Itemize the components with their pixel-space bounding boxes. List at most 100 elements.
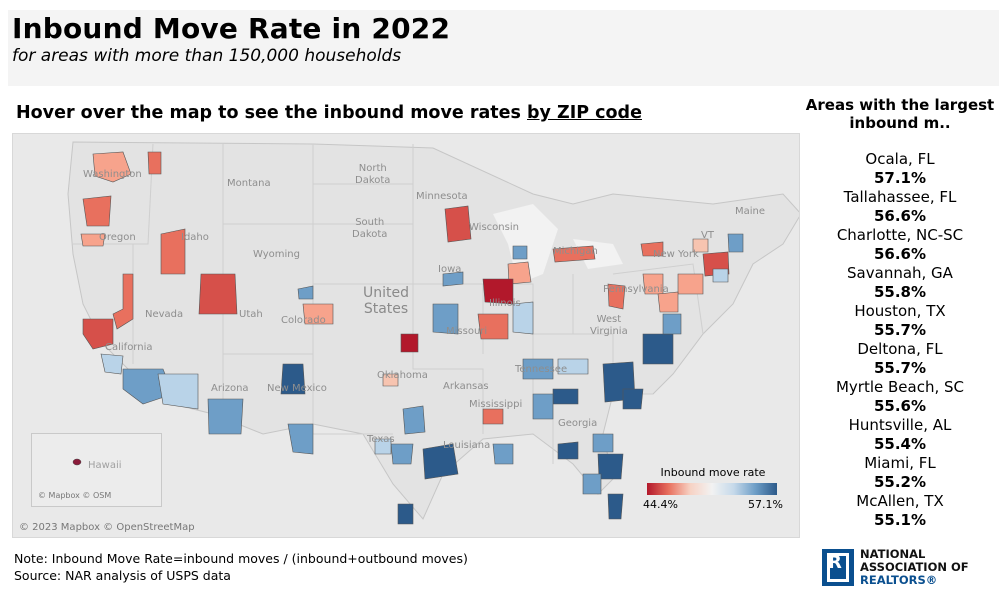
nar-logo: R NATIONAL ASSOCIATION OF REALTORS® [822, 548, 992, 588]
region-miami [607, 493, 624, 520]
region-raleigh [662, 313, 682, 335]
region-eugene [80, 233, 106, 247]
area-rate: 55.4% [873, 435, 927, 453]
region-dallas [402, 405, 426, 435]
region-birmingham [532, 393, 554, 420]
label-tennessee: Tennessee [515, 364, 568, 375]
label-texas: Texas [367, 434, 395, 445]
area-name: McAllen, TX [856, 492, 944, 510]
label-oregon: Oregon [99, 232, 136, 243]
region-jacksonville [592, 433, 614, 453]
region-st-louis [432, 303, 459, 335]
region-portland [82, 195, 112, 227]
side-panel-title: Areas with the largest inbound m.. [805, 96, 995, 132]
region-buffalo [640, 241, 664, 257]
region-indianapolis [512, 301, 534, 335]
zip-regions [80, 151, 744, 525]
label-arizona: Arizona [211, 383, 249, 394]
page-subtitle: for areas with more than 150,000 househo… [12, 46, 402, 66]
label-oklahoma: Oklahoma [377, 370, 428, 381]
region-utah [198, 273, 238, 315]
region-huntsville [552, 388, 579, 405]
region-boston [727, 233, 744, 253]
label-new-mexico: New Mexico [267, 383, 327, 394]
region-new-orleans [492, 443, 514, 465]
region-dc [657, 291, 679, 313]
label-louisiana: Louisiana [443, 440, 491, 451]
region-san-antonio [374, 438, 392, 455]
footnote: Note: Inbound Move Rate=inbound moves / … [14, 550, 468, 584]
note-text: Note: Inbound Move Rate=inbound moves / … [14, 551, 468, 566]
area-rate: 55.2% [873, 473, 927, 491]
region-orlando [597, 453, 624, 480]
list-item: Houston, TX 55.7% [805, 302, 995, 340]
inset-attribution: © Mapbox © OSM [38, 491, 112, 500]
source-text: Source: NAR analysis of USPS data [14, 568, 231, 583]
area-name: Houston, TX [854, 302, 946, 320]
region-columbus [607, 283, 626, 310]
region-mcallen [397, 503, 414, 525]
region-memphis [522, 358, 554, 380]
realtor-r-icon: R [822, 549, 854, 586]
logo-line-3: REALTORS® [860, 573, 938, 587]
list-item: Tallahassee, FL 56.6% [805, 188, 995, 226]
zip-code-link[interactable]: by ZIP code [527, 103, 642, 123]
list-item: Charlotte, NC-SC 56.6% [805, 226, 995, 264]
label-illinois: Illinois [489, 298, 521, 309]
hawaii-inset[interactable]: Hawaii © Mapbox © OSM [31, 433, 162, 507]
label-wisconsin: Wisconsin [469, 222, 519, 233]
area-name: Charlotte, NC-SC [836, 226, 964, 244]
area-rate: 55.1% [873, 511, 927, 529]
us-map[interactable]: Washington Oregon Montana Idaho Wyoming … [12, 133, 800, 538]
list-item: Myrtle Beach, SC 55.6% [805, 378, 995, 416]
color-legend: Inbound move rate 44.4% 57.1% [643, 466, 783, 512]
label-minnesota: Minnesota [416, 191, 468, 202]
region-des-moines [442, 271, 464, 287]
region-tulsa [400, 333, 419, 353]
region-inland-empire [157, 373, 199, 410]
region-detroit [552, 245, 596, 263]
region-savannah [622, 388, 644, 410]
label-washington: Washington [83, 169, 142, 180]
logo-line-1: NATIONAL [860, 547, 926, 561]
list-item: McAllen, TX 55.1% [805, 492, 995, 530]
area-name: Myrtle Beach, SC [835, 378, 965, 396]
map-canvas[interactable] [13, 134, 800, 538]
area-name: Huntsville, AL [848, 416, 952, 434]
region-okc [382, 373, 399, 387]
region-charlotte [642, 333, 674, 365]
region-albany [692, 238, 709, 253]
top-areas-list: Ocala, FL 57.1% Tallahassee, FL 56.6% Char… [805, 150, 995, 530]
area-name: Deltona, FL [857, 340, 943, 358]
area-rate: 55.7% [873, 359, 927, 377]
legend-max: 57.1% [748, 498, 783, 511]
label-south-dakota: South Dakota [352, 217, 388, 240]
label-idaho: Idaho [181, 232, 209, 243]
logo-text: NATIONAL ASSOCIATION OF REALTORS® [860, 548, 969, 587]
label-west-virginia: West Virginia [590, 314, 628, 337]
label-vermont: VT [701, 230, 714, 241]
list-item: Ocala, FL 57.1% [805, 150, 995, 188]
hover-instruction-text: Hover over the map to see the inbound mo… [16, 103, 521, 123]
hawaii-label: Hawaii [88, 460, 122, 471]
region-phoenix [207, 398, 244, 435]
region-philly [677, 273, 704, 295]
region-madison [507, 261, 532, 285]
region-milwaukee [512, 245, 528, 260]
list-item: Savannah, GA 55.8% [805, 264, 995, 302]
map-attribution[interactable]: © 2023 Mapbox © OpenStreetMap [19, 522, 195, 533]
page-title: Inbound Move Rate in 2022 [12, 12, 451, 45]
region-albuquerque [280, 363, 306, 395]
area-name: Tallahassee, FL [843, 188, 957, 206]
label-new-york: New York [653, 249, 699, 260]
area-rate: 57.1% [873, 169, 927, 187]
label-maine: Maine [735, 206, 766, 217]
label-missouri: Missouri [446, 326, 488, 337]
label-nevada: Nevada [145, 309, 184, 320]
region-spokane [147, 151, 162, 175]
legend-gradient [647, 483, 777, 495]
list-item: Deltona, FL 55.7% [805, 340, 995, 378]
area-rate: 55.6% [873, 397, 927, 415]
region-bay-area [82, 318, 114, 350]
region-reno [112, 273, 134, 330]
